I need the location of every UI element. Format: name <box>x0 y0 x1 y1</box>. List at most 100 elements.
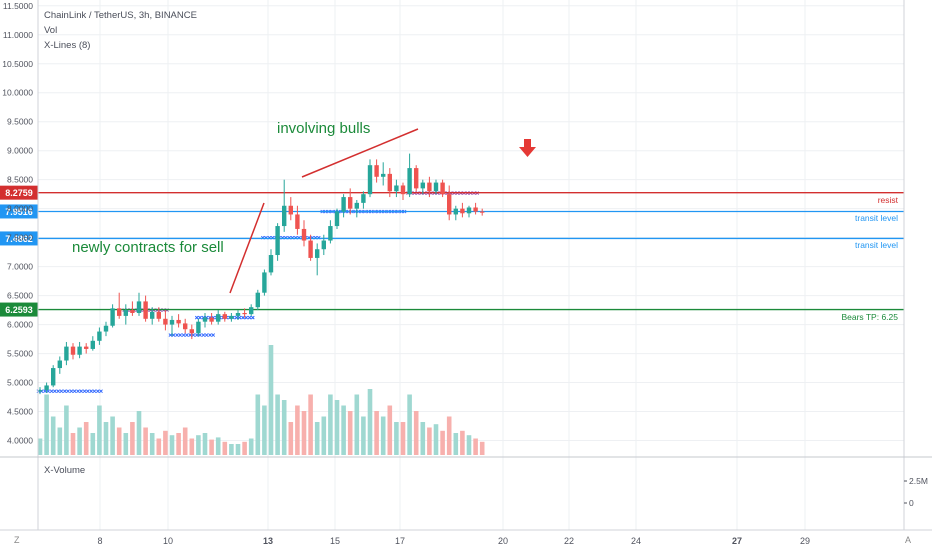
indicator-xlines[interactable]: X-Lines (8) <box>44 40 91 51</box>
candle-body <box>84 346 89 349</box>
volume-bar <box>202 433 208 455</box>
volume-bar <box>130 422 135 455</box>
down-arrow-icon <box>519 139 536 157</box>
volume-bar <box>37 438 43 455</box>
chart-header: ChainLink / TetherUS, 3h, BINANCE Vol X-… <box>44 8 197 53</box>
indicator-vol[interactable]: Vol <box>44 25 58 36</box>
price-tick: 7.5000 <box>7 233 33 243</box>
candle-body <box>117 308 122 316</box>
candle-body <box>255 292 260 308</box>
candle <box>321 234 326 256</box>
x-mark <box>79 389 84 394</box>
candle-body <box>209 317 214 322</box>
volume-bar <box>361 416 366 455</box>
candles <box>37 153 485 395</box>
volume-pane-title[interactable]: X-Volume <box>44 465 86 476</box>
volume-bar <box>268 345 274 455</box>
price-badge-bg <box>0 204 38 219</box>
x-mark <box>171 333 176 337</box>
volume-bar <box>83 422 89 455</box>
volume-bar <box>453 433 459 455</box>
candle <box>407 153 412 198</box>
annotation-involving-bulls[interactable]: involving bulls <box>277 120 371 137</box>
trend-line-breakout <box>229 202 265 294</box>
volume-bar <box>328 394 333 455</box>
x-mark <box>59 389 64 394</box>
volume-bar <box>479 441 485 455</box>
candle-body <box>103 325 109 332</box>
candle-body <box>295 214 300 229</box>
candle <box>103 321 109 337</box>
x-mark <box>208 333 212 337</box>
candle <box>275 223 280 261</box>
x-mark <box>92 389 97 394</box>
candle-body <box>453 208 458 215</box>
volume-bar <box>394 422 399 455</box>
candle-body <box>222 314 227 319</box>
candle-body <box>130 310 135 313</box>
candle-body <box>196 321 201 334</box>
candle-body <box>216 314 221 322</box>
volume-bar <box>97 405 102 455</box>
x-mark <box>188 333 193 337</box>
candle-body <box>249 307 254 315</box>
candle <box>282 179 287 232</box>
candle <box>315 243 320 276</box>
candle-body <box>189 329 194 334</box>
timezone-button[interactable]: Z <box>14 535 20 545</box>
drawings[interactable] <box>229 128 536 294</box>
price-tick: 5.5000 <box>7 349 33 359</box>
candle-body <box>354 202 359 209</box>
x-mark <box>62 389 67 394</box>
volume-tick: 2.5M <box>909 476 928 486</box>
candle-body <box>282 205 287 227</box>
candle <box>447 185 452 221</box>
volume-bar <box>446 416 452 455</box>
resist-line-label: resist <box>877 194 898 205</box>
candle <box>196 318 201 337</box>
candle <box>209 312 214 325</box>
annotation-newly-contracts[interactable]: newly contracts for sell <box>72 239 224 256</box>
candle-body <box>136 301 142 313</box>
volume-bar <box>281 400 287 455</box>
volume-bar <box>248 438 254 455</box>
x-mark <box>198 315 202 320</box>
x-mark <box>237 315 242 320</box>
x-mark <box>49 389 54 394</box>
volume-bar <box>90 433 96 455</box>
candle <box>110 304 115 328</box>
candle-body <box>123 310 128 316</box>
volume-bar <box>156 438 162 455</box>
symbol-title[interactable]: ChainLink / TetherUS, 3h, BINANCE <box>44 10 197 21</box>
volume-bar <box>321 416 327 455</box>
volume-bar <box>466 435 472 455</box>
price-tick: 9.0000 <box>7 146 33 156</box>
volume-bar <box>275 394 280 455</box>
auto-scale-button[interactable]: A <box>905 535 912 545</box>
volume-tick: 0 <box>909 498 914 508</box>
candle <box>183 318 188 334</box>
candle-body <box>150 311 155 319</box>
volume-bar <box>44 394 49 455</box>
transit-level-2-label: transit level <box>855 240 898 251</box>
volume-bar <box>262 405 267 455</box>
price-tick: 6.0000 <box>7 320 33 330</box>
candle <box>222 311 227 322</box>
price-tick: 10.5000 <box>2 59 33 69</box>
horizontal-levels[interactable]: 8.2759 7.9516 7.4862 6.2593 <box>0 185 904 317</box>
candle <box>169 315 175 337</box>
time-tick: 10 <box>163 536 173 546</box>
candle <box>427 176 432 198</box>
volume-bar <box>420 422 426 455</box>
candle-body <box>460 208 465 214</box>
candle <box>400 182 406 200</box>
volume-bar <box>103 422 109 455</box>
time-tick: 8 <box>97 536 102 546</box>
x-mark <box>211 333 216 337</box>
candle-body <box>348 197 353 209</box>
time-tick: 24 <box>631 536 641 546</box>
candle-body <box>374 165 379 177</box>
candle-body <box>387 173 392 192</box>
candle <box>202 312 208 328</box>
